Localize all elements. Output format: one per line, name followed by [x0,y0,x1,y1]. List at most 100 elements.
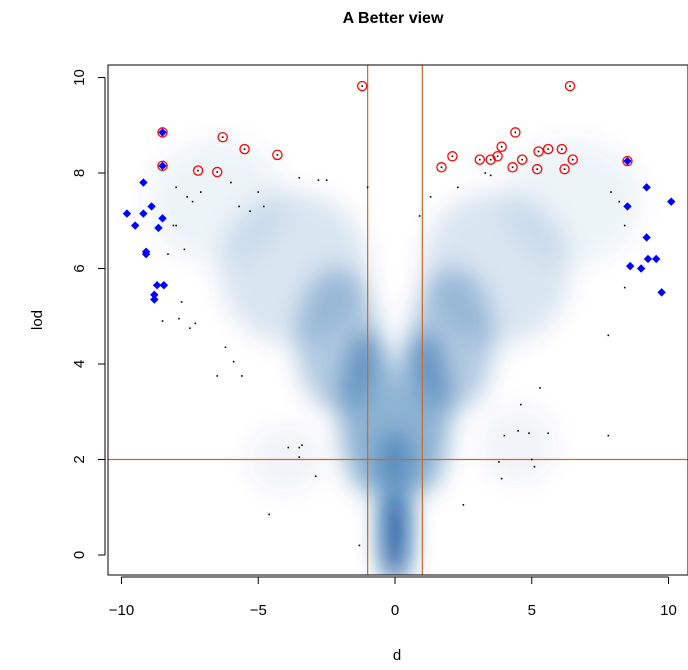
black-dot-point [172,224,175,227]
density-blur-group [148,139,642,575]
red-circle-ring [496,141,507,152]
black-dot-point [298,176,301,179]
red-circle-ring [356,80,368,92]
black-dot-point [607,434,610,437]
black-dot-point [216,375,219,377]
black-dot-point [175,224,177,227]
red-circle-ring [447,151,458,162]
red-circle-point [239,143,250,155]
blue-diamond-point [159,281,169,290]
blue-diamond-point [623,156,632,166]
blue-diamond-point [154,223,163,233]
black-dot-point [257,191,260,193]
blue-diamond-point [150,290,159,299]
black-dot-point [462,504,465,506]
red-circle-ring [474,154,486,165]
black-dot-point [167,253,169,255]
blue-diamond-point [626,261,635,271]
red-circle-center-dot [440,166,443,169]
red-circle-center-dot [478,158,481,161]
red-circle-center-dot [571,158,574,161]
red-circle-point [564,80,576,92]
red-circle-center-dot [489,158,492,161]
y-tick-label: 8 [71,169,88,177]
plot-frame [107,64,688,576]
red-circle-point [217,131,228,143]
black-dot-point [607,334,610,337]
y-tick-label: 6 [71,264,88,272]
y-axis: 0 2 4 6 8 10 [71,69,106,559]
blue-diamond-point [139,209,148,218]
blue-diamond-point [667,197,676,206]
blue-diamond-point [643,254,653,264]
y-tick-label: 0 [71,551,88,559]
red-circle-ring [622,155,633,167]
black-dot-point [191,200,194,203]
black-dot-point [298,456,301,458]
y-axis-label: lod [29,310,46,330]
density-blob [504,139,642,264]
red-circle-point [531,163,543,175]
black-dot-point [547,432,549,435]
black-dot-point [618,200,621,203]
black-dot-point [241,375,243,377]
red-circle-ring [157,160,168,172]
black-dot-point [418,215,421,217]
red-circle-center-dot [361,85,363,87]
black-dot-point [268,513,270,516]
black-dot-point [325,179,328,181]
red-circle-center-dot [221,136,224,138]
blue-diamond-point [642,183,651,192]
red-circle-point [507,162,518,173]
blue-diamond-point [623,202,632,211]
red-circle-center-dot [511,166,514,169]
black-dot-point [298,446,301,449]
black-dot-point [232,360,235,363]
red-circle-ring [564,80,576,92]
black-dot-point [528,432,530,435]
blue-diamond-point [122,209,132,218]
x-tick-label: 5 [528,602,536,619]
red-circle-center-dot [496,155,499,158]
red-circle-ring [157,127,168,138]
red-circle-point [447,151,458,162]
blue-diamond-point [636,264,646,273]
red-circle-ring [192,165,204,176]
red-circle-point [492,151,503,162]
black-dot-point [238,205,240,208]
x-tick-label: −10 [109,602,134,619]
red-circle-center-dot [569,85,571,87]
black-dot-point [230,181,232,184]
black-dot-point [224,346,227,349]
red-circle-ring [272,149,283,161]
red-circle-point [510,127,521,138]
red-circle-ring [436,162,447,173]
red-circle-ring [533,146,544,157]
black-dot-point [457,186,459,189]
density-cloud [148,139,642,575]
blue-diamond-point [152,281,162,290]
black-dot-point [287,446,290,449]
data-points [122,80,676,547]
red-circle-ring [516,154,528,165]
red-circle-ring [507,162,518,173]
black-dot-point [500,477,503,480]
black-dot-point [539,387,541,389]
black-dot-point [517,430,519,432]
black-dot-point [610,191,612,193]
red-circle-ring [531,163,543,175]
black-dot-point [262,205,265,208]
red-circle-point [485,154,496,165]
red-circle-point [516,154,528,165]
black-dot-point [249,210,251,212]
black-dot-point [489,174,492,177]
red-circle-center-dot [276,154,279,156]
blue-diamond-point [158,214,167,223]
black-dot-point [317,179,320,181]
x-axis: −10 −5 0 5 10 [109,576,677,619]
black-dot-point [183,248,186,251]
black-dot-point [484,172,487,174]
red-circle-center-dot [500,145,503,148]
threshold-lines [108,65,688,575]
